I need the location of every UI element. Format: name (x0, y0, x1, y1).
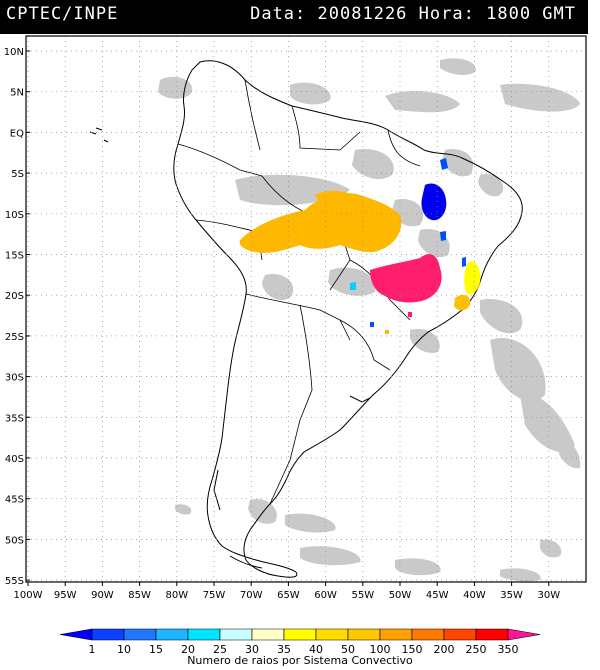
lon-tick-label: 60W (314, 590, 337, 601)
lon-tick-label: 35W (500, 590, 523, 601)
colorbar-label: 40 (309, 643, 323, 656)
coastlines (89, 60, 523, 578)
convective-systems (239, 158, 481, 334)
colorbar-label: 35 (277, 643, 291, 656)
colorbar-segment (123, 628, 157, 641)
colorbar-segment (411, 628, 445, 641)
lat-tick-label: 55S (5, 576, 24, 587)
lat-tick-label: 5N (10, 88, 24, 99)
colorbar-label: 1 (89, 643, 96, 656)
latitude-axis: 10N 5N EQ 5S 10S 15S 20S 25S 30S 35S 40S 45S 50S 55S (4, 47, 30, 587)
colorbar-segment (91, 628, 125, 641)
lat-tick-label: 20S (5, 291, 24, 302)
colorbar-caption: Numero de raios por Sistema Convectivo (187, 654, 413, 667)
lat-tick-label: 15S (5, 251, 24, 262)
colorbar-label: 200 (434, 643, 455, 656)
colorbar-segment (219, 628, 253, 641)
colorbar-label: 250 (466, 643, 487, 656)
colorbar-label: 25 (213, 643, 227, 656)
agency-label: CPTEC/INPE (6, 4, 119, 24)
lon-tick-label: 75W (203, 590, 226, 601)
lat-tick-label: 25S (5, 332, 24, 343)
hour-value: 1800 GMT (486, 4, 576, 24)
lon-tick-label: 85W (128, 590, 151, 601)
timestamp-label: Data: 20081226 Hora: 1800 GMT (250, 4, 576, 24)
lon-tick-label: 100W (14, 590, 43, 601)
lat-tick-label: 10N (4, 47, 24, 58)
lat-tick-label: EQ (10, 128, 24, 139)
lat-tick-label: 50S (5, 535, 24, 546)
colorbar-segment (347, 628, 381, 641)
hour-label: Hora: (418, 4, 475, 24)
date-value: 20081226 (317, 4, 408, 24)
colorbar: 1 10 15 20 25 30 35 40 50 100 150 200 250 350 (59, 628, 541, 656)
cloud-cover (158, 58, 581, 582)
colorbar-label: 350 (498, 643, 519, 656)
colorbar-segment (251, 628, 285, 641)
date-label: Data: (250, 4, 307, 24)
colorbar-label: 50 (341, 643, 355, 656)
colorbar-segment (315, 628, 349, 641)
lon-tick-label: 45W (426, 590, 449, 601)
colorbar-segment (283, 628, 317, 641)
lon-tick-label: 80W (165, 590, 188, 601)
longitude-axis: 100W 95W 90W 85W 80W 75W 70W 65W 60W 55W 50W 45W 40W… (14, 582, 560, 601)
colorbar-label: 100 (370, 643, 391, 656)
lon-tick-label: 90W (91, 590, 114, 601)
colorbar-label: 10 (117, 643, 131, 656)
colorbar-segment (379, 628, 413, 641)
lon-tick-label: 65W (277, 590, 300, 601)
map-frame (25, 35, 587, 583)
lon-tick-label: 70W (240, 590, 263, 601)
lat-tick-label: 10S (5, 210, 24, 221)
colorbar-segment (443, 628, 477, 641)
lon-tick-label: 50W (389, 590, 412, 601)
lon-tick-label: 30W (537, 590, 560, 601)
lightning-map: 10N5NEQ5S10S15S20S25S30S35S40S45S50S55S … (4, 35, 587, 656)
colorbar-segment (475, 628, 509, 641)
lat-tick-label: 5S (11, 169, 24, 180)
lon-tick-label: 55W (351, 590, 374, 601)
lon-tick-label: 40W (463, 590, 486, 601)
colorbar-segment (155, 628, 189, 641)
colorbar-label: 150 (402, 643, 423, 656)
lat-tick-label: 35S (5, 413, 24, 424)
colorbar-segment (507, 628, 541, 641)
colorbar-label: 15 (149, 643, 163, 656)
lat-tick-label: 45S (5, 495, 24, 506)
lat-tick-label: 30S (5, 373, 24, 384)
colorbar-label: 30 (245, 643, 259, 656)
map-header: CPTEC/INPE Data: 20081226 Hora: 1800 GMT (0, 0, 588, 34)
colorbar-label: 20 (181, 643, 195, 656)
colorbar-segment (187, 628, 221, 641)
lon-tick-label: 95W (54, 590, 77, 601)
lat-lon-grid (26, 36, 586, 582)
colorbar-segment (59, 628, 93, 641)
lat-tick-label: 40S (5, 454, 24, 465)
